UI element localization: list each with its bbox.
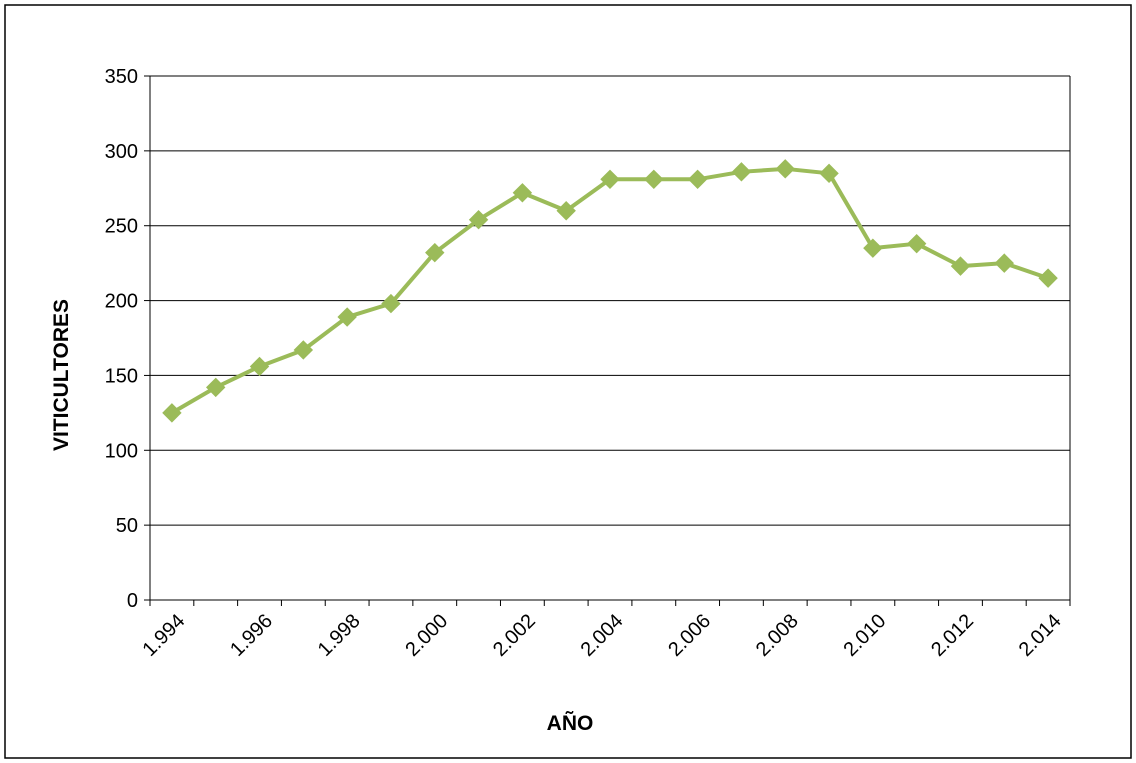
axes: [144, 75, 1071, 606]
data-point: [600, 169, 620, 190]
y-tick-label: 100: [105, 440, 138, 462]
y-tick-label: 150: [105, 365, 138, 387]
data-point: [731, 162, 752, 182]
data-point: [994, 253, 1014, 273]
y-tick-label: 50: [116, 515, 138, 537]
data-point: [512, 183, 533, 203]
chart-border: [4, 4, 1132, 759]
data-point: [687, 169, 708, 190]
data-point: [162, 403, 182, 423]
data-point: [775, 159, 795, 179]
data-point: [293, 340, 314, 360]
series: [162, 159, 1058, 423]
data-point: [556, 201, 576, 221]
y-tick-labels: 0 50 100 150 200 250 300 350: [105, 66, 138, 612]
data-point: [206, 377, 226, 398]
data-point: [425, 242, 445, 263]
data-point: [381, 293, 401, 314]
data-point: [863, 238, 883, 258]
data-point: [819, 163, 839, 184]
data-point: [1038, 268, 1058, 288]
y-tick-label: 300: [105, 141, 138, 163]
data-point: [906, 233, 927, 254]
gridlines: [150, 75, 1070, 526]
y-tick-label: 350: [105, 66, 138, 88]
data-point: [337, 307, 357, 327]
data-point: [249, 356, 270, 377]
data-point: [950, 256, 971, 276]
data-point: [468, 210, 489, 230]
y-tick-label: 0: [127, 590, 138, 612]
x-axis-title: AÑO: [547, 712, 594, 735]
data-point: [644, 169, 664, 190]
y-tick-label: 200: [105, 291, 138, 313]
y-axis-title: VITICULTORES: [50, 299, 73, 451]
y-tick-label: 250: [105, 216, 138, 238]
